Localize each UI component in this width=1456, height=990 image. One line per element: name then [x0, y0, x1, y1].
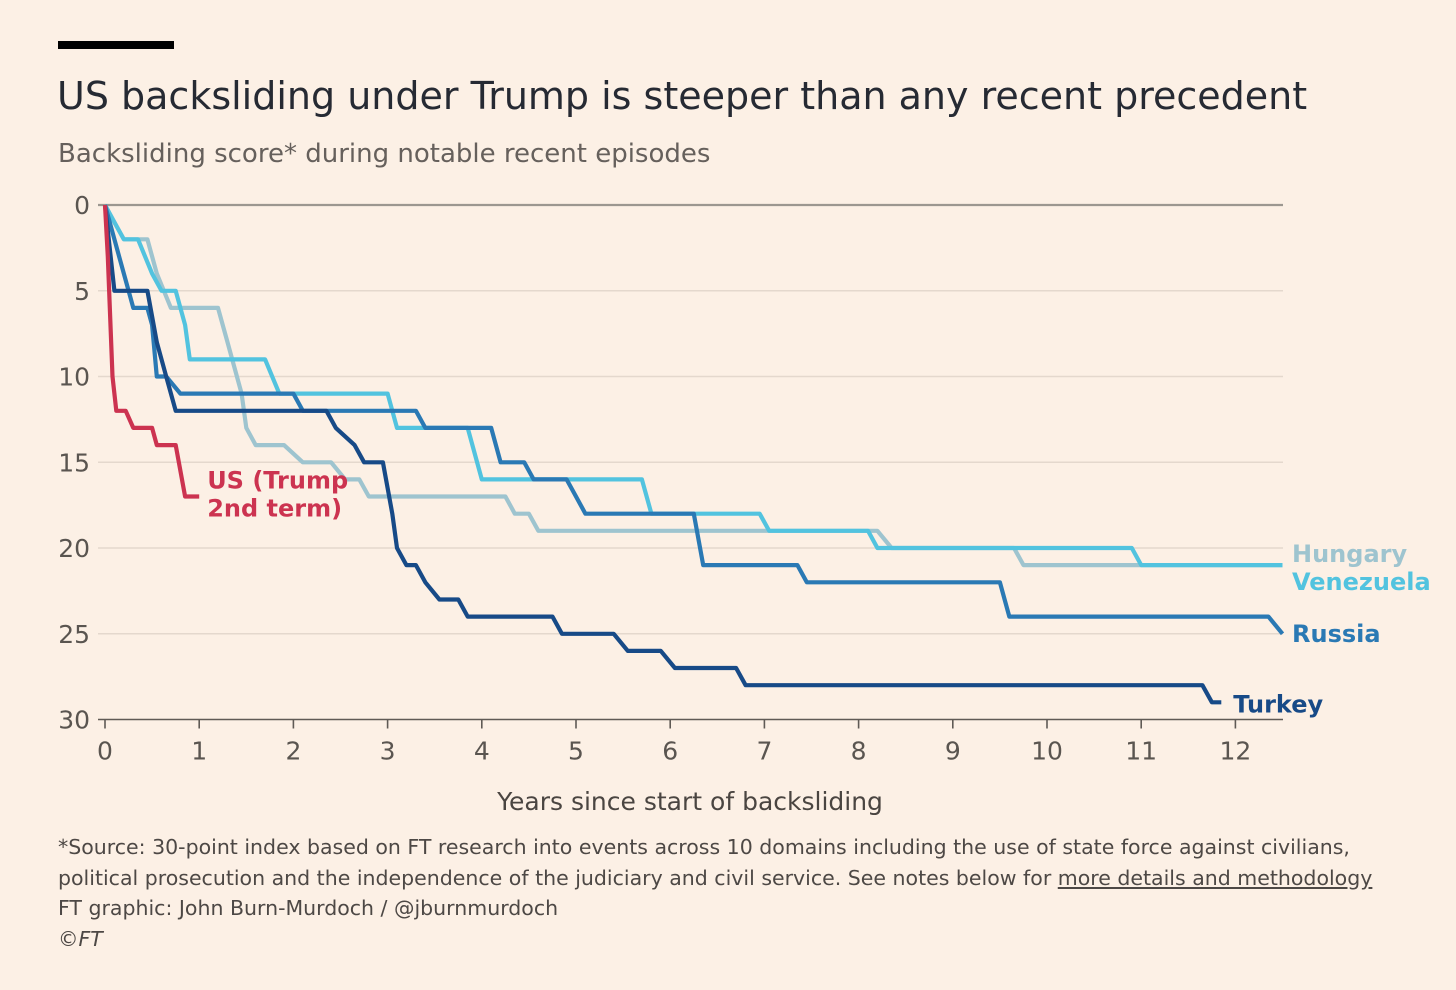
series-line-russia	[102, 204, 1285, 636]
series-line-us	[102, 204, 200, 499]
y-tick-label: 30	[58, 706, 90, 735]
source-note-text: political prosecution and the independen…	[58, 865, 1058, 890]
x-tick-label: 6	[662, 737, 678, 766]
gridlines	[98, 203, 1283, 635]
ft-copyright: ©FT	[58, 926, 103, 951]
x-axis-title: Years since start of backsliding	[496, 787, 883, 816]
source-note-line-2: political prosecution and the independen…	[58, 863, 1372, 894]
x-tick-label: 10	[1031, 737, 1063, 766]
label-hungary: Hungary	[1292, 540, 1407, 568]
label-us-line1: US (Trump	[207, 467, 348, 495]
y-tick-label: 10	[58, 363, 90, 392]
y-tick-label: 25	[58, 620, 90, 649]
x-tick-label: 4	[474, 737, 490, 766]
x-tick-label: 7	[756, 737, 772, 766]
x-tick-label: 0	[97, 737, 113, 766]
label-russia: Russia	[1292, 620, 1381, 648]
y-axis: 0 5 10 15 20 25 30	[58, 191, 90, 735]
label-turkey: Turkey	[1233, 690, 1323, 718]
x-tick-label: 2	[285, 737, 301, 766]
x-tick-label: 1	[191, 737, 207, 766]
x-tick-label: 5	[568, 737, 584, 766]
chart-footer: *Source: 30-point index based on FT rese…	[58, 832, 1372, 954]
x-tick-label: 3	[380, 737, 396, 766]
ft-top-rule	[58, 41, 174, 49]
x-tick-label: 8	[851, 737, 867, 766]
chart-subtitle: Backsliding score* during notable recent…	[58, 139, 711, 169]
series-line-turkey	[102, 204, 1222, 705]
y-tick-label: 5	[74, 277, 90, 306]
label-us-line2: 2nd term)	[207, 495, 342, 523]
y-tick-label: 0	[74, 191, 90, 220]
y-tick-label: 15	[58, 448, 90, 477]
methodology-link[interactable]: more details and methodology	[1057, 865, 1373, 890]
series-lines	[102, 203, 1285, 705]
x-tick-label: 12	[1219, 737, 1251, 766]
x-tick-label: 11	[1125, 737, 1157, 766]
label-venezuela: Venezuela	[1292, 568, 1431, 596]
x-axis: 0 1 2 3 4 5 6 7 8 9 10 11 12	[97, 718, 1283, 766]
graphic-credit: FT graphic: John Burn-Murdoch / @jburnmu…	[58, 896, 559, 920]
y-tick-label: 20	[58, 534, 90, 563]
x-tick-label: 9	[945, 737, 961, 766]
source-note-line-1: *Source: 30-point index based on FT rese…	[58, 835, 1350, 859]
chart-title: US backsliding under Trump is steeper th…	[57, 74, 1308, 118]
